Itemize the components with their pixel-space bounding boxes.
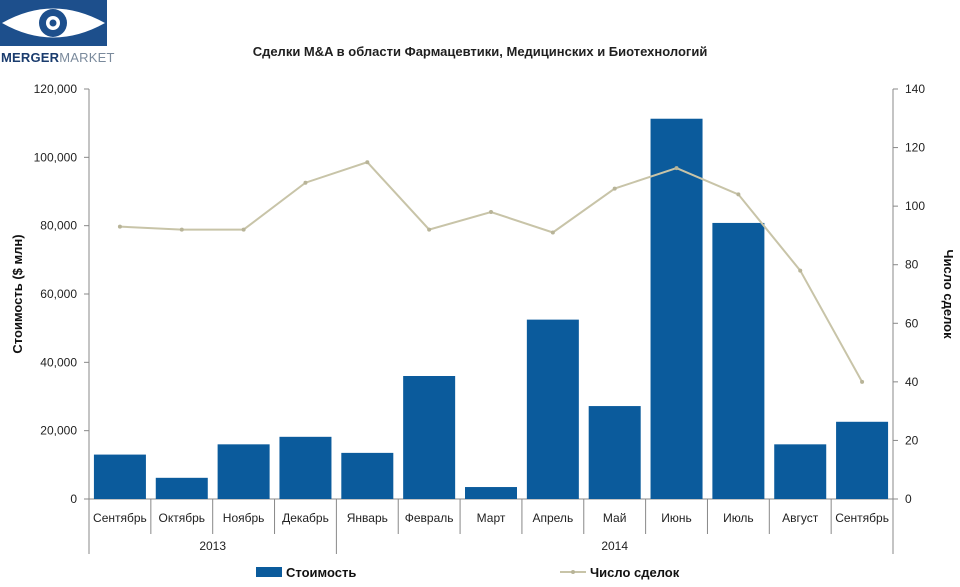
x-tick-label: Апрель — [532, 511, 573, 525]
y2-tick-label: 0 — [905, 492, 912, 506]
y-tick-label: 20,000 — [40, 424, 77, 438]
bar — [650, 118, 703, 499]
legend-label-line: Число сделок — [590, 565, 680, 580]
logo-text-bold: MERGER — [1, 50, 60, 65]
bar — [341, 452, 394, 499]
x-tick-label: Ноябрь — [223, 511, 265, 525]
year-label: 2014 — [601, 539, 628, 553]
y2-tick-label: 80 — [905, 258, 919, 272]
y-tick-label: 60,000 — [40, 287, 77, 301]
x-tick-label: Май — [603, 511, 627, 525]
line-point — [612, 186, 617, 191]
legend-marker-line — [571, 570, 575, 574]
line-point — [241, 227, 246, 232]
bar — [465, 487, 517, 499]
y-tick-label: 0 — [70, 492, 77, 506]
x-tick-label: Март — [477, 511, 506, 525]
line-point — [736, 192, 741, 197]
line-point — [303, 180, 308, 185]
y2-tick-label: 120 — [905, 141, 925, 155]
legend-label-bars: Стоимость — [286, 565, 356, 580]
x-tick-label: Октябрь — [159, 511, 206, 525]
eye-logo-icon — [0, 0, 107, 46]
bar — [403, 376, 456, 499]
line-point — [179, 227, 184, 232]
line-point — [798, 268, 803, 273]
line-point — [117, 224, 122, 229]
bar — [279, 436, 332, 499]
logo-text-light: MARKET — [59, 50, 115, 65]
line-point — [860, 379, 865, 384]
y-tick-label: 100,000 — [34, 150, 78, 164]
line-point — [365, 160, 370, 165]
year-label: 2013 — [199, 539, 226, 553]
y2-axis-title: Число сделок — [941, 249, 956, 339]
bar — [526, 319, 579, 499]
x-tick-label: Июнь — [661, 511, 692, 525]
y2-tick-label: 140 — [905, 82, 925, 96]
line-point — [489, 210, 493, 214]
logo-wordmark: MERGERMARKET — [1, 50, 115, 65]
y2-tick-label: 100 — [905, 199, 925, 213]
x-tick-label: Июль — [723, 511, 754, 525]
y2-tick-label: 40 — [905, 375, 919, 389]
x-tick-label: Сентябрь — [93, 511, 147, 525]
y-tick-label: 40,000 — [40, 355, 77, 369]
bar — [712, 222, 765, 499]
y2-tick-label: 20 — [905, 433, 919, 447]
y-tick-label: 120,000 — [34, 82, 78, 96]
y-axis-title: Стоимость ($ млн) — [10, 234, 25, 353]
bar — [836, 421, 889, 499]
chart-title: Сделки M&A в области Фармацевтики, Медиц… — [252, 44, 708, 59]
line-point — [674, 166, 679, 171]
x-tick-label: Февраль — [405, 511, 454, 525]
line-point — [550, 230, 555, 235]
y-tick-label: 80,000 — [40, 219, 77, 233]
legend-swatch-bars — [256, 567, 282, 577]
mergermarket-logo: MERGERMARKET — [0, 0, 114, 70]
bar — [155, 477, 208, 499]
x-tick-label: Январь — [347, 511, 388, 525]
x-tick-label: Сентябрь — [835, 511, 889, 525]
bar — [217, 444, 270, 499]
y2-tick-label: 60 — [905, 316, 919, 330]
x-tick-label: Декабрь — [282, 511, 329, 525]
line-point — [427, 227, 432, 232]
bar — [588, 406, 641, 499]
bar — [774, 444, 827, 499]
bar — [93, 454, 146, 499]
x-tick-label: Август — [782, 511, 819, 525]
